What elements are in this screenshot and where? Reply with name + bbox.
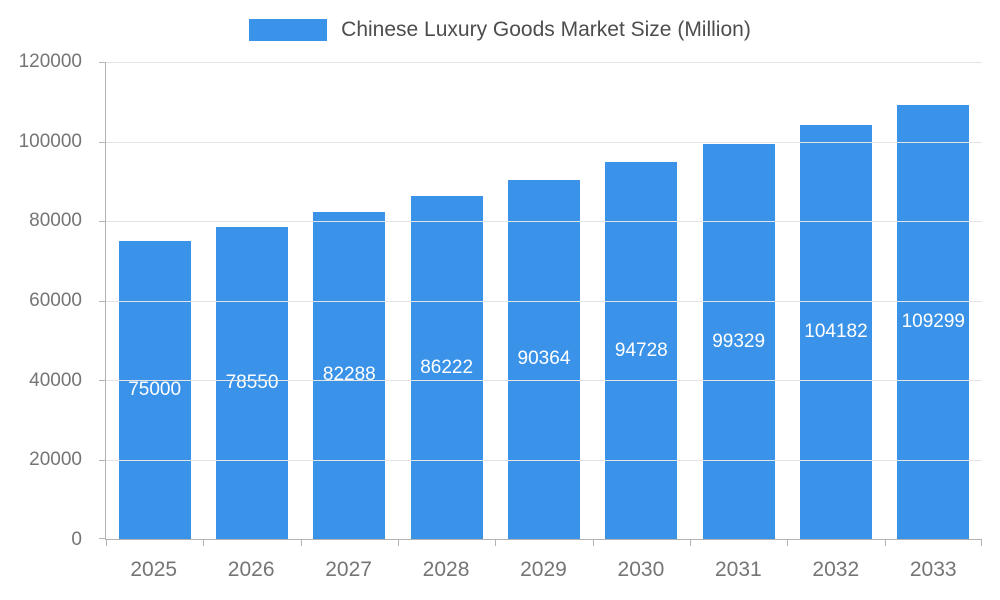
bar-slot: 94728 [593,62,690,539]
bar: 78550 [215,226,288,539]
x-tick-label: 2027 [325,558,372,581]
x-tick-mark [884,539,886,546]
bar-value-label: 82288 [322,364,376,386]
bar-value-label: 109299 [901,310,965,332]
bar: 99329 [702,144,775,539]
chart-title: Chinese Luxury Goods Market Size (Millio… [341,18,751,41]
y-tick-mark [99,380,106,382]
x-tick-mark [689,539,691,546]
gridline [106,380,982,382]
bar-slot: 78550 [203,62,300,539]
bar-slot: 86222 [398,62,495,539]
y-tick-mark [99,538,106,539]
y-tick-label: 60000 [29,290,82,311]
bar: 75000 [118,240,191,539]
x-tick-mark [592,539,594,546]
y-tick-label: 0 [71,529,82,550]
plot-area: 75000 78550 82288 86222 90364 94728 99329 10418… [99,62,982,546]
gridline [106,300,982,302]
gridline [106,221,982,223]
y-tick-label: 40000 [29,369,82,391]
bar-slot: 99329 [690,62,787,539]
x-tick-label: 2029 [520,558,567,581]
legend-swatch-icon [249,19,328,41]
bar-slot: 109299 [885,62,982,539]
y-tick-mark [99,62,106,63]
bar-value-label: 94728 [614,339,668,361]
gridline [106,62,982,63]
bar: 104182 [799,124,872,539]
y-tick-label: 120000 [18,51,82,72]
bar: 94728 [605,162,678,539]
x-tick-label: 2025 [130,558,178,581]
x-tick-label: 2026 [227,558,275,581]
y-tick-label: 20000 [29,449,82,471]
gridline [106,459,982,461]
bar: 90364 [507,179,580,539]
x-tick-label: 2032 [812,558,860,581]
x-tick-mark [981,539,982,546]
bar-slot: 75000 [106,62,203,539]
bar-value-label: 90364 [517,348,571,370]
y-tick-mark [99,221,106,223]
bar-value-label: 78550 [225,371,279,393]
bars-container: 75000 78550 82288 86222 90364 94728 99329 10418… [106,62,982,539]
x-tick-label: 2028 [422,558,470,581]
y-tick-mark [99,300,106,302]
x-axis: 2025 2026 2027 2028 2029 2030 2031 2032 2033 [105,558,982,588]
x-tick-mark [787,539,789,546]
bar: 82288 [313,211,386,539]
y-tick-label: 80000 [29,210,82,232]
y-tick-mark [99,459,106,461]
x-tick-mark [106,539,107,546]
y-axis: 0 20000 40000 60000 80000 100000 120000 [0,51,96,550]
x-tick-mark [495,539,497,546]
legend[interactable]: Chinese Luxury Goods Market Size (Millio… [0,18,1000,42]
bar-value-label: 75000 [128,378,182,400]
bar-slot: 90364 [495,62,592,539]
bar: 109299 [897,104,970,539]
y-tick-label: 100000 [18,130,82,152]
bar-value-label: 104182 [804,320,868,342]
x-tick-label: 2030 [617,558,665,581]
x-tick-mark [203,539,205,546]
bar: 86222 [410,196,483,539]
bar-value-label: 99329 [712,330,766,352]
bar-value-label: 86222 [420,356,474,378]
bar-slot: 104182 [787,62,884,539]
y-tick-mark [99,141,106,143]
x-tick-mark [300,539,302,546]
x-tick-mark [397,539,399,546]
x-tick-label: 2033 [909,558,957,581]
gridline [106,141,982,143]
x-tick-label: 2031 [714,558,762,581]
